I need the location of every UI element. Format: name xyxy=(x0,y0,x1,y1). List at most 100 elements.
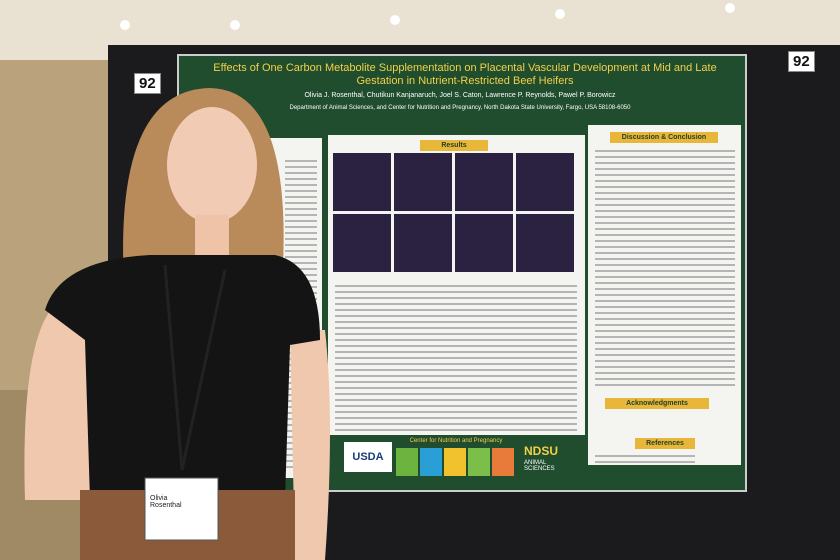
text-line xyxy=(595,264,735,266)
badge-name: Olivia Rosenthal xyxy=(150,495,182,509)
logo-icon xyxy=(420,448,442,476)
text-line xyxy=(595,312,735,314)
text-line xyxy=(285,160,317,162)
text-line xyxy=(595,258,735,260)
text-line xyxy=(595,234,735,236)
micrograph xyxy=(333,153,391,211)
text-line xyxy=(285,208,317,210)
micrograph xyxy=(394,153,452,211)
board-number: 92 xyxy=(788,51,815,72)
text-line xyxy=(595,246,735,248)
lanyard xyxy=(163,264,227,471)
logo-icon xyxy=(492,448,514,476)
text-line xyxy=(285,226,317,228)
arm xyxy=(290,330,330,560)
face xyxy=(167,107,257,223)
text-line xyxy=(285,262,317,264)
text-line xyxy=(595,180,735,182)
text-line xyxy=(335,393,577,395)
micrograph-grid xyxy=(333,153,574,272)
text-line xyxy=(335,417,577,419)
logo: USDA xyxy=(344,442,392,472)
text-line xyxy=(335,345,577,347)
text-line xyxy=(595,150,735,152)
text-line xyxy=(335,339,577,341)
section-header: Acknowledgments xyxy=(605,398,709,409)
text-line xyxy=(595,156,735,158)
logo-icon xyxy=(396,448,418,476)
text-line xyxy=(335,405,577,407)
text-line xyxy=(285,220,317,222)
logo-icon xyxy=(468,448,490,476)
text-line xyxy=(595,270,735,272)
board-number: 92 xyxy=(134,73,161,94)
micrograph xyxy=(333,214,391,272)
arm xyxy=(24,300,91,500)
text-line xyxy=(595,378,735,380)
text-line xyxy=(595,354,735,356)
text-line xyxy=(595,168,735,170)
text-line xyxy=(595,162,735,164)
text-line xyxy=(285,202,317,204)
text-line xyxy=(595,186,735,188)
text-line xyxy=(595,210,735,212)
ceiling-light xyxy=(725,3,735,13)
logo: NDSU xyxy=(524,444,559,458)
text-line xyxy=(285,178,317,180)
text-line xyxy=(335,285,577,287)
text-line xyxy=(335,375,577,377)
text-line xyxy=(335,423,577,425)
text-line xyxy=(335,297,577,299)
text-line xyxy=(335,381,577,383)
text-line xyxy=(595,461,695,463)
text-line xyxy=(285,214,317,216)
ceiling-light xyxy=(230,20,240,30)
text-line xyxy=(595,324,735,326)
neck xyxy=(195,215,229,260)
text-line xyxy=(595,384,735,386)
text-line xyxy=(595,360,735,362)
text-line xyxy=(285,268,317,270)
text-line xyxy=(335,357,577,359)
text-line xyxy=(595,300,735,302)
text-line xyxy=(335,327,577,329)
ceiling-light xyxy=(120,20,130,30)
ceiling-light xyxy=(555,9,565,19)
micrograph xyxy=(394,214,452,272)
poster-title: Effects of One Carbon Metabolite Supplem… xyxy=(213,62,717,87)
text-line xyxy=(335,369,577,371)
text-line xyxy=(335,291,577,293)
text-line xyxy=(595,282,735,284)
text-line xyxy=(595,240,735,242)
section-header: Results xyxy=(420,140,488,151)
text-line xyxy=(595,228,735,230)
text-line xyxy=(595,330,735,332)
micrograph xyxy=(516,214,574,272)
text-line xyxy=(285,256,317,258)
text-line xyxy=(285,184,317,186)
text-line xyxy=(285,196,317,198)
text-line xyxy=(595,216,735,218)
text-line xyxy=(285,238,317,240)
text-line xyxy=(595,336,735,338)
text-line xyxy=(335,411,577,413)
text-line xyxy=(285,250,317,252)
text-line xyxy=(335,429,577,431)
text-line xyxy=(595,294,735,296)
micrograph xyxy=(455,214,513,272)
text-line xyxy=(595,318,735,320)
text-line xyxy=(335,309,577,311)
logo: Center for Nutrition and Pregnancy xyxy=(409,438,503,444)
text-line xyxy=(335,399,577,401)
text-line xyxy=(285,172,317,174)
text-line xyxy=(595,198,735,200)
text-line xyxy=(335,387,577,389)
section-header: Discussion & Conclusion xyxy=(610,132,718,143)
text-line xyxy=(335,315,577,317)
section-header: References xyxy=(635,438,695,449)
text-line xyxy=(335,351,577,353)
text-line xyxy=(595,252,735,254)
shirt xyxy=(45,255,320,500)
